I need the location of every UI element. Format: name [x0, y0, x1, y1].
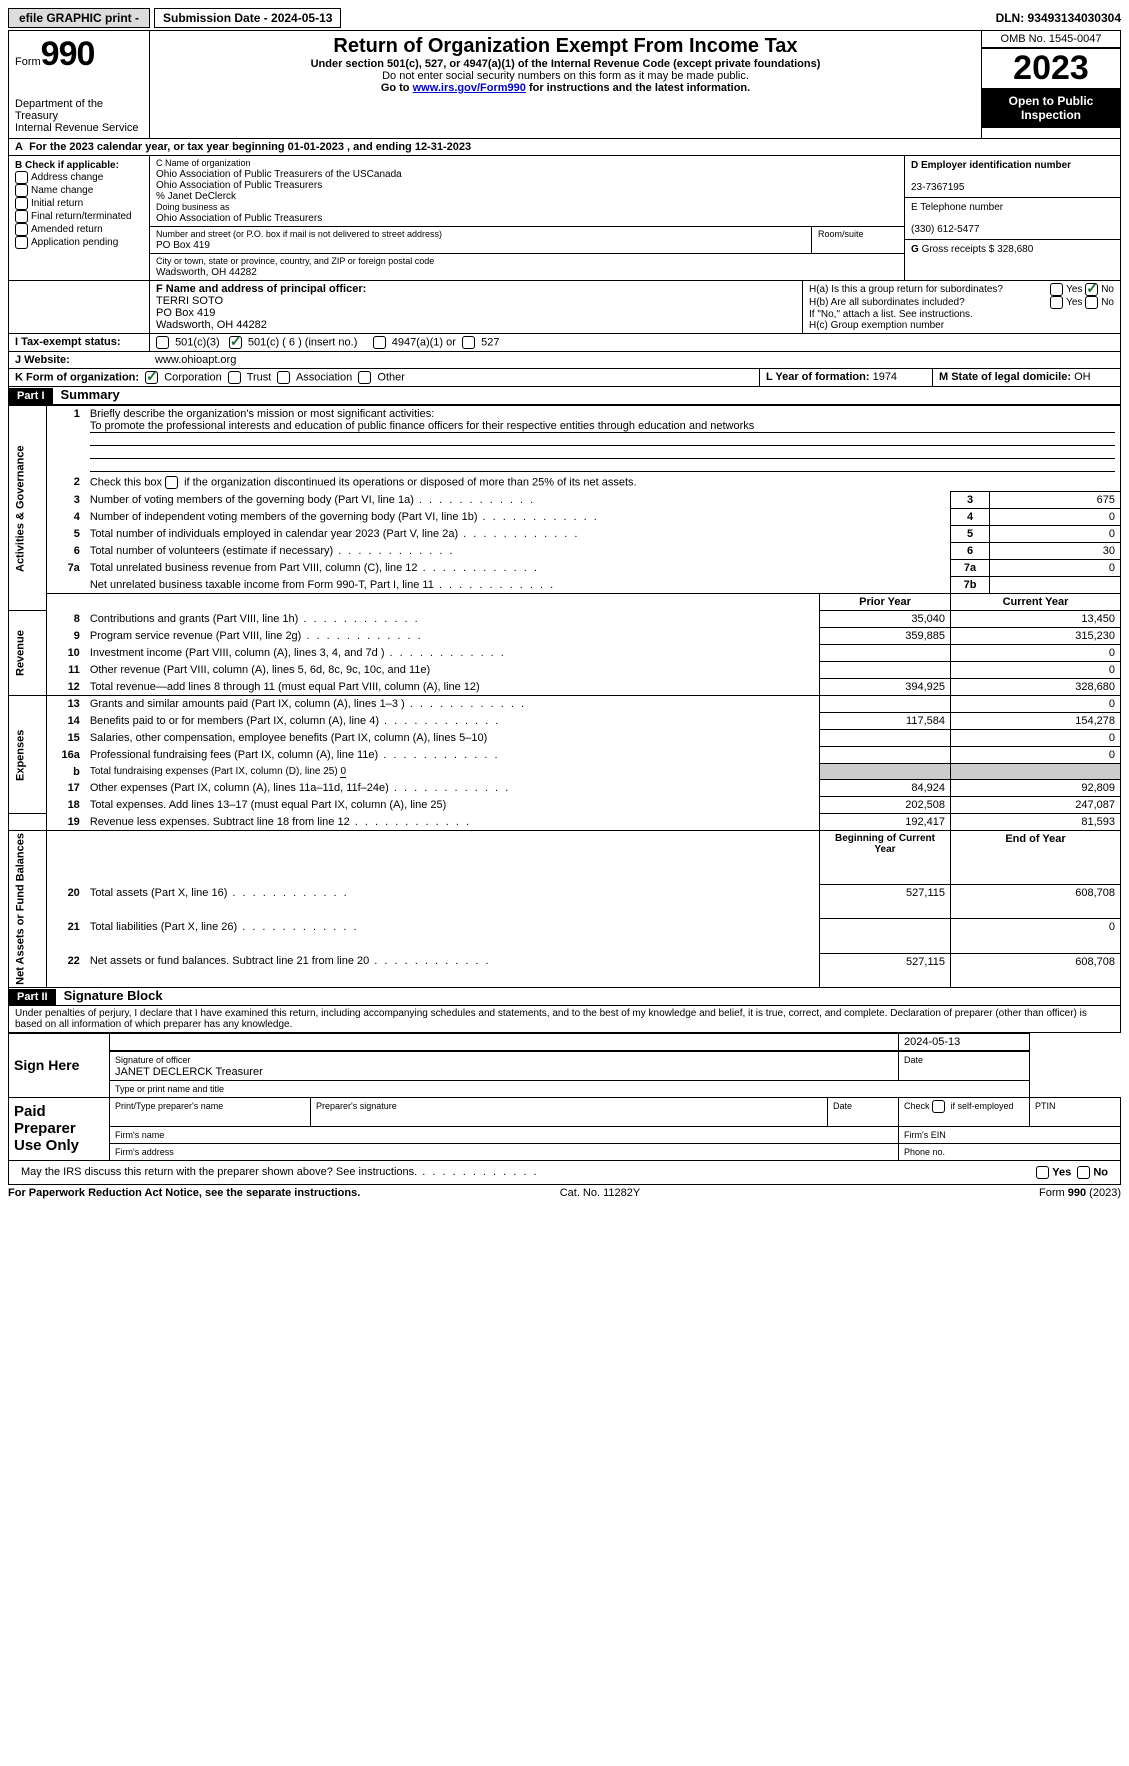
chk-527[interactable] [462, 336, 475, 349]
chk-501c3[interactable] [156, 336, 169, 349]
submission-date: Submission Date - 2024-05-13 [154, 8, 341, 28]
form-number: Form990 [15, 35, 143, 74]
chk-final-return[interactable] [15, 210, 28, 223]
org-city: Wadsworth, OH 44282 [156, 267, 257, 278]
irs-link[interactable]: www.irs.gov/Form990 [413, 82, 526, 94]
chk-self-employed[interactable] [932, 1100, 945, 1113]
form-header: Form990 Department of the Treasury Inter… [8, 30, 1121, 139]
chk-501c[interactable] [229, 336, 242, 349]
chk-hb-yes[interactable] [1050, 296, 1063, 309]
tax-year: 2023 [982, 48, 1120, 88]
chk-assoc[interactable] [277, 371, 290, 384]
state-domicile: OH [1074, 371, 1091, 383]
identity-section: B Check if applicable: Address change Na… [8, 156, 1121, 281]
chk-trust[interactable] [228, 371, 241, 384]
chk-ha-yes[interactable] [1050, 283, 1063, 296]
org-dba: Ohio Association of Public Treasurers [156, 213, 322, 224]
penalties-text: Under penalties of perjury, I declare th… [8, 1006, 1121, 1033]
phone: (330) 612-5477 [911, 224, 979, 235]
chk-address-change[interactable] [15, 171, 28, 184]
dept-line1: Department of the Treasury [15, 98, 143, 122]
chk-discuss-yes[interactable] [1036, 1166, 1049, 1179]
chk-amended[interactable] [15, 223, 28, 236]
fh-section: F Name and address of principal officer:… [8, 281, 1121, 334]
col-d: D Employer identification number 23-7367… [905, 156, 1120, 280]
room-suite-label: Room/suite [818, 229, 864, 239]
part2-header: Part IISignature Block [8, 988, 1121, 1006]
i-section: I Tax-exempt status: 501(c)(3) 501(c) ( … [8, 334, 1121, 352]
dept-line2: Internal Revenue Service [15, 122, 143, 134]
org-address: PO Box 419 [156, 240, 210, 251]
org-care: % Janet DeClerck [156, 191, 236, 202]
discuss-row: May the IRS discuss this return with the… [8, 1161, 1121, 1185]
chk-corp[interactable] [145, 371, 158, 384]
officer-addr: PO Box 419 [156, 307, 215, 319]
officer-name: TERRI SOTO [156, 295, 223, 307]
website: www.ohioapt.org [149, 352, 1120, 368]
signature-table: Sign Here 2024-05-13 Signature of office… [8, 1033, 1121, 1161]
chk-pending[interactable] [15, 236, 28, 249]
form-subtitle1: Under section 501(c), 527, or 4947(a)(1)… [156, 58, 975, 70]
summary-table: Activities & Governance 1 Briefly descri… [8, 405, 1121, 988]
v7a: 0 [990, 560, 1121, 577]
open-public: Open to Public Inspection [982, 88, 1120, 128]
year-formation: 1974 [873, 371, 897, 383]
footer: For Paperwork Reduction Act Notice, see … [8, 1187, 1121, 1199]
v4: 0 [990, 509, 1121, 526]
v3: 675 [990, 492, 1121, 509]
form-title: Return of Organization Exempt From Incom… [156, 35, 975, 58]
topbar: efile GRAPHIC print - Submission Date - … [8, 8, 1121, 28]
line-a: A For the 2023 calendar year, or tax yea… [8, 139, 1121, 156]
gross-receipts: 328,680 [997, 244, 1033, 255]
officer-sig-name: JANET DECLERCK Treasurer [115, 1066, 263, 1078]
form-subtitle3: Go to www.irs.gov/Form990 for instructio… [156, 82, 975, 94]
part1-header: Part ISummary [8, 387, 1121, 405]
efile-button[interactable]: efile GRAPHIC print - [8, 8, 150, 28]
form-subtitle2: Do not enter social security numbers on … [156, 70, 975, 82]
paid-preparer-label: Paid Preparer Use Only [9, 1097, 110, 1160]
omb-number: OMB No. 1545-0047 [982, 31, 1120, 48]
sidelabel-rev: Revenue [9, 611, 47, 696]
sign-here-label: Sign Here [9, 1033, 110, 1097]
col-b: B Check if applicable: Address change Na… [9, 156, 150, 280]
chk-name-change[interactable] [15, 184, 28, 197]
officer-city: Wadsworth, OH 44282 [156, 319, 267, 331]
chk-4947[interactable] [373, 336, 386, 349]
v6: 30 [990, 543, 1121, 560]
col-c: C Name of organization Ohio Association … [150, 156, 905, 280]
chk-initial-return[interactable] [15, 197, 28, 210]
dln: DLN: 93493134030304 [996, 11, 1121, 25]
chk-discuss-no[interactable] [1077, 1166, 1090, 1179]
ein: 23-7367195 [911, 182, 964, 193]
chk-other[interactable] [358, 371, 371, 384]
sidelabel-exp: Expenses [9, 696, 47, 814]
chk-ha-no[interactable] [1085, 283, 1098, 296]
sidelabel-na: Net Assets or Fund Balances [9, 831, 47, 988]
v7b [990, 577, 1121, 594]
mission-text: To promote the professional interests an… [90, 420, 1115, 433]
klm-section: K Form of organization: Corporation Trus… [8, 369, 1121, 387]
org-name2: Ohio Association of Public Treasurers [156, 180, 322, 191]
chk-discontinued[interactable] [165, 476, 178, 489]
j-section: J Website: www.ohioapt.org [8, 352, 1121, 369]
v5: 0 [990, 526, 1121, 543]
chk-hb-no[interactable] [1085, 296, 1098, 309]
sidelabel-ag: Activities & Governance [9, 406, 47, 611]
org-name1: Ohio Association of Public Treasurers of… [156, 169, 402, 180]
